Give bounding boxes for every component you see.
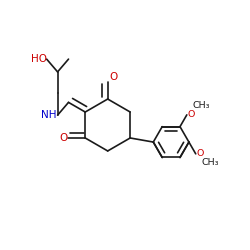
Text: O: O — [110, 72, 118, 82]
Text: NH: NH — [41, 110, 56, 120]
Text: O: O — [188, 110, 195, 119]
Text: CH₃: CH₃ — [193, 101, 210, 110]
Text: O: O — [197, 149, 204, 158]
Text: O: O — [59, 133, 67, 143]
Text: HO: HO — [31, 54, 47, 64]
Text: CH₃: CH₃ — [202, 158, 220, 167]
